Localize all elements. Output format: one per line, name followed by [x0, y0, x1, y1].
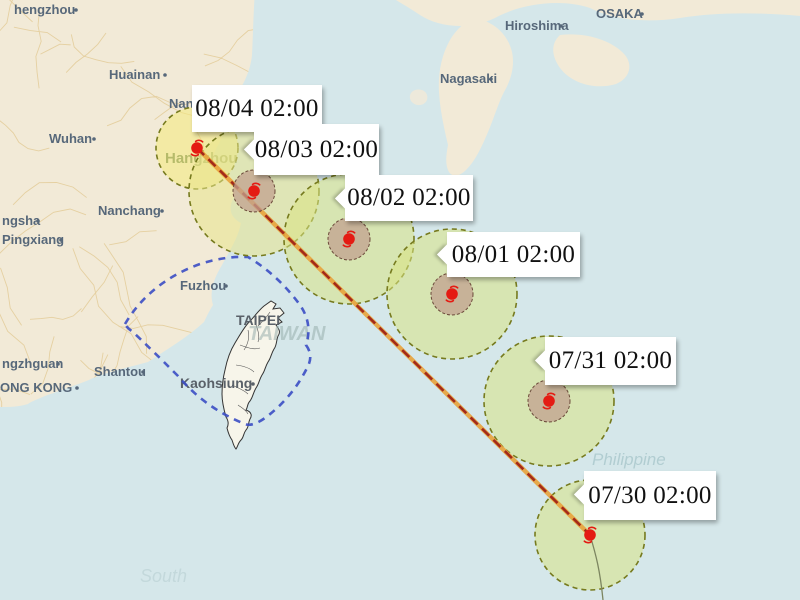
svg-text:Huainan: Huainan	[109, 67, 160, 82]
svg-text:Nagasaki: Nagasaki	[440, 71, 497, 86]
svg-text:Wuhan: Wuhan	[49, 131, 92, 146]
svg-text:Fuzhou: Fuzhou	[180, 278, 226, 293]
svg-text:ONG KONG: ONG KONG	[0, 380, 72, 395]
svg-text:Philippine: Philippine	[592, 450, 666, 469]
svg-text:Pingxiang: Pingxiang	[2, 232, 64, 247]
svg-text:hengzhou: hengzhou	[14, 2, 75, 17]
svg-text:Nanchang: Nanchang	[98, 203, 161, 218]
svg-text:Shantou: Shantou	[94, 364, 146, 379]
svg-text:OSAKA: OSAKA	[596, 6, 644, 21]
svg-text:ngsha: ngsha	[2, 213, 41, 228]
svg-text:ngzhguan: ngzhguan	[2, 356, 63, 371]
svg-text:TAIWAN: TAIWAN	[248, 323, 326, 345]
svg-text:Kaohsiung: Kaohsiung	[180, 375, 252, 391]
svg-text:South: South	[140, 566, 187, 586]
